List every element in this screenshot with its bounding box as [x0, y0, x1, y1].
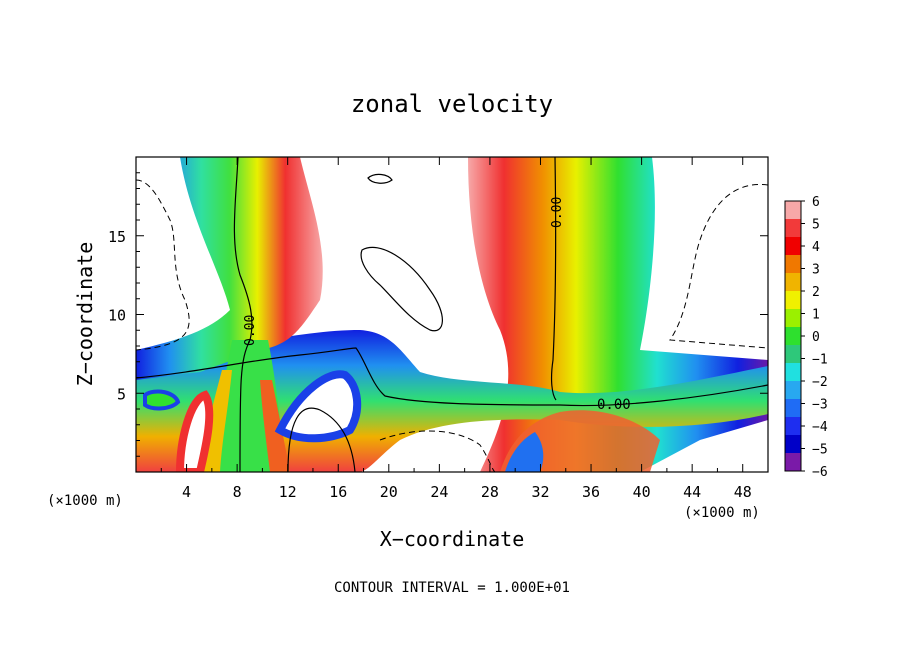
colorbar-tick-label: 5	[812, 218, 820, 233]
contour-interval-note: CONTOUR INTERVAL = 1.000E+01	[334, 580, 570, 596]
contour-label-3: 0.00	[597, 397, 631, 413]
colorbar-swatch	[785, 219, 801, 238]
x-tick-label: 36	[582, 483, 600, 501]
y-tick-label: 10	[108, 307, 126, 325]
colorbar-swatch	[785, 399, 801, 418]
colorbar-swatch	[785, 273, 801, 292]
colorbar-tick-label: 0	[812, 330, 820, 345]
x-tick-label: 16	[329, 483, 347, 501]
x-tick-label: 48	[734, 483, 752, 501]
colorbar-swatch	[785, 291, 801, 310]
colorbar-swatch	[785, 309, 801, 328]
y-axis-label: Z−coordinate	[73, 242, 97, 387]
contour-label-group: 0.00 0.00 0.00	[243, 197, 631, 413]
x-tick-label: 8	[233, 483, 242, 501]
colorbar-tick-label: 2	[812, 285, 820, 300]
colorbar-swatch	[785, 453, 801, 472]
contour-lines-dashed	[136, 179, 768, 472]
x-tick-label: 12	[279, 483, 297, 501]
colorbar-tick-label: −4	[812, 420, 828, 435]
x-tick-label: 24	[430, 483, 448, 501]
colorbar-tick-label: 3	[812, 263, 820, 278]
contour-lines	[136, 157, 768, 472]
y-axis: 5 10 15	[108, 172, 768, 457]
colorbar-tick-label: −2	[812, 375, 828, 390]
colorbar-swatch	[785, 237, 801, 256]
contour-label-2: 0.00	[243, 315, 258, 346]
colorbar-swatch	[785, 435, 801, 454]
colorbar-tick-label: −5	[812, 443, 828, 458]
colorbar-tick-label: −1	[812, 353, 828, 368]
colorbar-swatch	[785, 381, 801, 400]
x-tick-label: 20	[380, 483, 398, 501]
x-axis: 4 8 12 16 20 24 28 32 36 40 44 48	[160, 157, 752, 501]
x-axis-label: X−coordinate	[380, 527, 525, 551]
x-tick-label: 40	[633, 483, 651, 501]
colorbar-swatch	[785, 327, 801, 346]
colorbar-swatch	[785, 201, 801, 220]
y-tick-label: 15	[108, 228, 126, 246]
x-tick-label: 4	[182, 483, 191, 501]
x-tick-label: 28	[481, 483, 499, 501]
colorbar-tick-label: −6	[812, 465, 828, 480]
colorbar-tick-label: −3	[812, 398, 828, 413]
colorbar-tick-label: 4	[812, 240, 820, 255]
chart-title: zonal velocity	[351, 90, 553, 118]
contour-label-1: 0.00	[550, 197, 565, 228]
x-unit-left: (×1000 m)	[47, 493, 123, 509]
colorbar: 6 5 4 3 2 1 0 −1 −2 −3 −4 −5 −6	[784, 195, 828, 480]
colorbar-swatch	[785, 255, 801, 274]
x-tick-label: 32	[531, 483, 549, 501]
x-unit-right: (×1000 m)	[684, 505, 760, 521]
colorbar-swatch	[785, 345, 801, 364]
x-tick-label: 44	[683, 483, 701, 501]
colorbar-swatch	[785, 363, 801, 382]
colorbar-tick-label: 6	[812, 195, 820, 210]
colorbar-tick-label: 1	[812, 308, 820, 323]
colorbar-swatch	[785, 417, 801, 436]
heatmap-field	[136, 157, 768, 472]
y-tick-label: 5	[117, 385, 126, 403]
